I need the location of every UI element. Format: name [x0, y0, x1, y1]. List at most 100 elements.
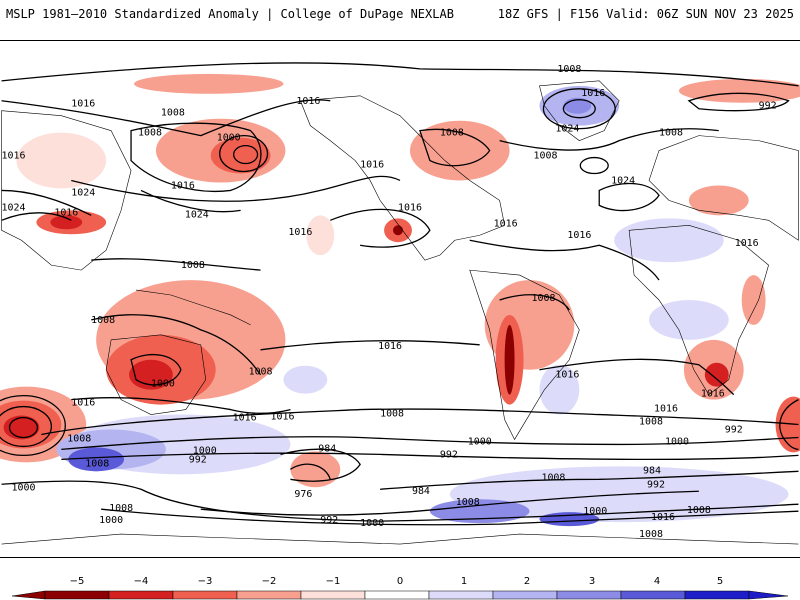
isobar-label: 1008 — [687, 505, 711, 516]
isobar-984-southern-ocean — [280, 448, 361, 482]
anomaly-hudson — [409, 120, 510, 181]
anomaly-north-africa — [614, 218, 724, 263]
isobar-1024-azores — [598, 182, 660, 212]
isobar-label: 1024 — [185, 209, 209, 220]
isobar-label: 1016 — [581, 88, 605, 99]
isobar-992-south — [200, 490, 699, 516]
anomaly-indian-ocean — [649, 299, 729, 340]
isobar-southwest-low-inner — [8, 416, 39, 439]
isobar-1016-south-atlantic — [539, 358, 735, 396]
anomaly-map: 1008 1016 1008 1008 1000 1016 1016 1016 … — [0, 40, 800, 558]
anomaly-south-pacific-high-core — [68, 447, 125, 472]
isobar-976 — [290, 463, 331, 480]
isobar-atlantic-low — [579, 156, 609, 175]
isobar-label: 1016 — [360, 160, 384, 171]
isobar-1024-siberia — [1, 212, 72, 221]
isobar-label: 1016 — [71, 99, 95, 110]
isobar-1008-indonesia — [91, 314, 262, 376]
isobar-label: 1016 — [398, 202, 422, 213]
coast-africa — [628, 224, 769, 396]
isobar-label: 1008 — [85, 458, 109, 469]
colorbar-bin-pos1 — [428, 590, 494, 600]
isobar-label: 1008 — [456, 497, 480, 508]
isobar-label: 1008 — [639, 417, 663, 428]
coast-north-america — [299, 95, 505, 261]
isobar-1016-pacific — [71, 175, 401, 202]
colorbar-bin-neg4 — [108, 590, 174, 600]
colorbar-bin-neg2 — [236, 590, 302, 600]
isobar-label: 1016 — [494, 218, 518, 229]
anomaly-siberia — [16, 132, 107, 189]
isobar-label: 1000 — [468, 436, 492, 447]
coast-europe-asia-east — [648, 135, 799, 241]
anomaly-andes-core — [504, 324, 515, 395]
isobar-southwest-low-outer — [0, 394, 66, 457]
anomaly-europe — [688, 185, 749, 216]
isobar-aleutian-ring1 — [219, 134, 269, 173]
isobar-greenland-core — [562, 99, 596, 119]
colorbar-bin-neg5 — [44, 590, 110, 600]
colorbar-tick-label: −4 — [134, 576, 149, 587]
isobar-label: 984 — [318, 443, 336, 454]
coastlines — [1, 80, 799, 545]
isobar-1016-atlantic-north — [499, 128, 719, 151]
isobar-label: 992 — [725, 424, 743, 435]
isobar-label: 992 — [189, 454, 207, 465]
isobar-1016-arctic — [1, 99, 331, 137]
isobar-1008-south-far — [101, 508, 799, 526]
colorbar-tick-label: 0 — [397, 576, 403, 587]
isobar-1016-atlantic — [469, 239, 660, 281]
isobar-label: 1016 — [54, 207, 78, 218]
isobar-1000-southern-ocean — [61, 436, 799, 451]
isobar-1024-pacific — [140, 189, 241, 213]
anomaly-south-america-east — [539, 364, 580, 415]
isobar-label: 1008 — [440, 128, 464, 139]
anomaly-pacific-east — [283, 365, 328, 394]
colorbar-tick-label: 2 — [524, 576, 530, 587]
anomaly-pacific-mid — [306, 215, 335, 256]
isobar-label: 1008 — [181, 260, 205, 271]
isobar-label: 984 — [643, 465, 661, 476]
isobar-label: 1008 — [161, 108, 185, 119]
isobar-1016-siberia — [1, 189, 92, 216]
isobar-label: 1016 — [288, 227, 312, 238]
isobar-label: 1008 — [541, 472, 565, 483]
coast-antarctica — [1, 533, 799, 545]
colorbar-bin-pos4 — [620, 590, 686, 600]
colorbar-bin-neg3 — [172, 590, 238, 600]
anomaly-north-pacific-top — [134, 73, 284, 94]
isobar-label: 1016 — [735, 238, 759, 249]
isobar-label: 1016 — [2, 151, 26, 162]
header-bar: MSLP 1981–2010 Standardized Anomaly | Co… — [0, 0, 800, 30]
isobar-984-south — [380, 470, 799, 490]
isobar-1016-equatorial — [330, 208, 431, 248]
isobar-label: 1000 — [12, 482, 36, 493]
isobar-label: 976 — [294, 489, 312, 500]
isobars — [0, 62, 799, 526]
isobar-label: 1000 — [360, 518, 384, 529]
isobar-1008-aleutian — [130, 122, 262, 192]
isobar-label: 1008 — [533, 151, 557, 162]
isobar-greenland-high — [542, 88, 616, 130]
isobar-label: 1008 — [138, 128, 162, 139]
colorbar-tick-label: 5 — [717, 576, 723, 587]
coast-australia — [105, 334, 207, 415]
isobar-label: 1008 — [380, 409, 404, 420]
isobar-1008-southern-ocean — [41, 408, 799, 436]
isobar-label: 992 — [759, 101, 777, 112]
isobar-label: 1008 — [531, 293, 555, 304]
isobar-label: 1016 — [233, 413, 257, 424]
isobar-label: 1016 — [171, 180, 195, 191]
isobar-1016-south-pacific — [260, 340, 480, 351]
coast-greenland — [539, 80, 620, 141]
colorbar-bin-pos2 — [492, 590, 558, 600]
isobar-label: 1000 — [151, 379, 175, 390]
isobar-label: 1016 — [71, 398, 95, 409]
colorbar-bin-pos5 — [684, 590, 750, 600]
isobar-label: 1016 — [651, 512, 675, 523]
colorbar-tick-label: 4 — [654, 576, 660, 587]
isobar-southern-ocean-east-low — [779, 399, 799, 451]
colorbar-tick-label: −1 — [326, 576, 341, 587]
isobar-label: 1008 — [639, 529, 663, 540]
colorbar-tick-label: −3 — [198, 576, 213, 587]
